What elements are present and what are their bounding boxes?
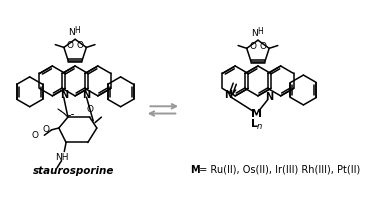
Text: O: O bbox=[76, 41, 84, 50]
Text: NH: NH bbox=[55, 153, 68, 162]
Text: L: L bbox=[251, 119, 258, 129]
Text: n: n bbox=[257, 122, 262, 131]
Text: N: N bbox=[251, 29, 258, 38]
Text: = Ru(II), Os(II), Ir(III) Rh(III), Pt(II): = Ru(II), Os(II), Ir(III) Rh(III), Pt(II… bbox=[196, 165, 361, 175]
Text: M: M bbox=[190, 165, 200, 175]
Text: staurosporine: staurosporine bbox=[32, 167, 114, 176]
Text: N: N bbox=[83, 90, 91, 100]
Text: N: N bbox=[60, 90, 68, 100]
Text: M: M bbox=[251, 109, 262, 119]
Text: O: O bbox=[67, 41, 74, 50]
Text: O: O bbox=[86, 106, 93, 114]
Text: N: N bbox=[265, 92, 274, 102]
Text: O: O bbox=[43, 125, 50, 134]
Text: O: O bbox=[249, 42, 257, 51]
Text: O: O bbox=[32, 131, 39, 140]
Text: O: O bbox=[259, 42, 266, 51]
Text: N: N bbox=[224, 90, 233, 100]
Text: N: N bbox=[68, 29, 75, 37]
Text: H: H bbox=[74, 26, 80, 35]
Text: H: H bbox=[257, 27, 263, 36]
